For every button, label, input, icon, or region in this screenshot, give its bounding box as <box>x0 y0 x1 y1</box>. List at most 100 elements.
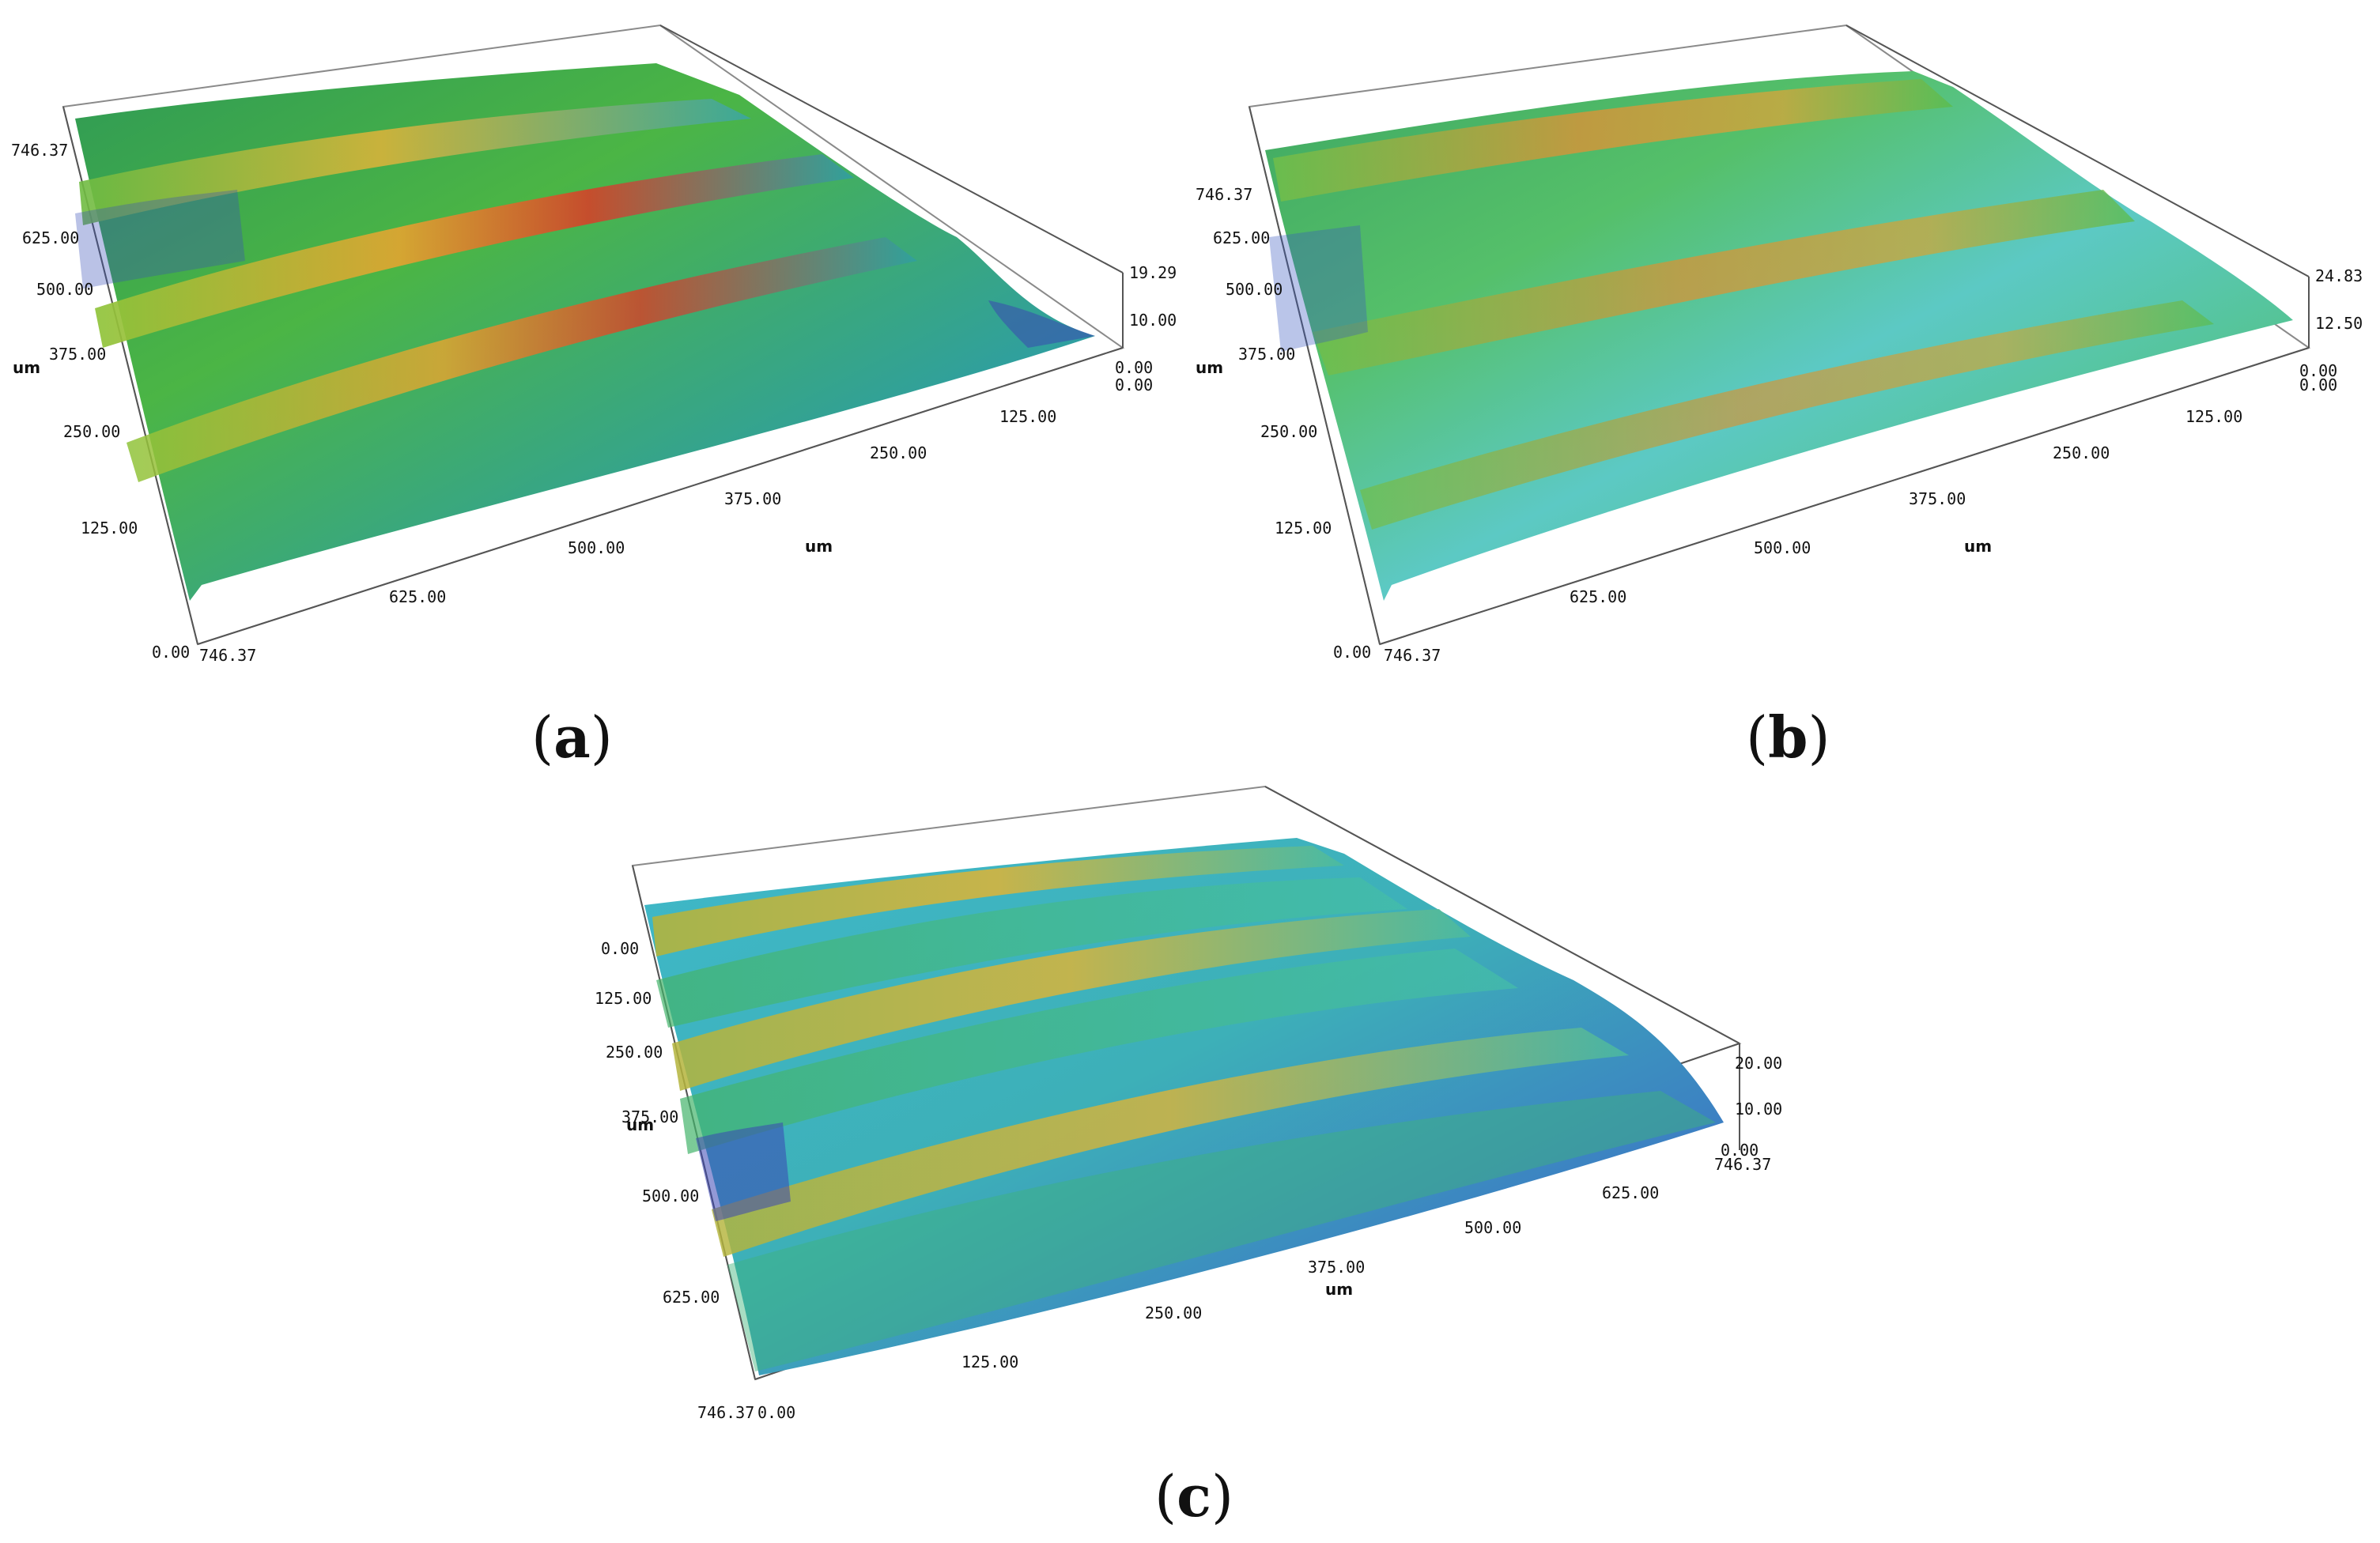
panel-a-y-tick-5: 125.00 <box>81 519 138 538</box>
panel-a: 746.37 625.00 500.00 375.00 250.00 125.0… <box>11 24 1177 771</box>
panel-a-caption-close: ) <box>591 704 613 771</box>
panel-a-ridge-1 <box>79 99 751 225</box>
panel-b-x-tick-4: 250.00 <box>2053 443 2110 462</box>
panel-a-ridge-2 <box>95 154 854 348</box>
panel-a-x-tick-4: 250.00 <box>870 443 927 462</box>
panel-b-caption-open: ( <box>1746 704 1768 771</box>
panel-c-y-unit: um <box>626 1115 654 1134</box>
panel-a-y-ticks: 746.37 625.00 500.00 375.00 250.00 125.0… <box>11 141 190 662</box>
panel-c-x-ticks: 0.00 125.00 250.00 375.00 500.00 625.00 … <box>757 1155 1771 1422</box>
panel-b-y-tick-2: 500.00 <box>1226 280 1283 299</box>
panel-b-back-edge <box>1845 25 2310 277</box>
panel-c-x-tick-6: 746.37 <box>1714 1155 1771 1174</box>
panel-b-y-tick-3: 375.00 <box>1238 345 1295 364</box>
panel-b-x-tick-3: 375.00 <box>1909 489 1966 508</box>
panel-a-back-edge <box>659 25 1124 274</box>
panel-b-z-tick-2: 0.00 <box>2299 361 2337 380</box>
panel-c-z-tick-1: 10.00 <box>1735 1100 1782 1119</box>
panel-a-caption-open: ( <box>531 704 553 771</box>
panel-a-x-tick-3: 375.00 <box>724 489 781 508</box>
panel-c-x-unit: um <box>1325 1280 1353 1299</box>
panel-a-y-unit: um <box>13 358 40 377</box>
panel-c-y-ticks: 0.00 125.00 250.00 375.00 500.00 625.00 … <box>595 939 754 1422</box>
panel-a-x-tick-5: 125.00 <box>999 407 1056 426</box>
panel-a-y-tick-1: 625.00 <box>22 228 79 247</box>
panel-b-front-edge <box>1379 347 2310 645</box>
panel-a-caption-letter: a <box>553 704 591 771</box>
panel-c-y-tick-5: 625.00 <box>663 1288 720 1307</box>
panel-b-y-tick-5: 125.00 <box>1275 519 1332 538</box>
panel-c-ridge-3 <box>712 1028 1629 1257</box>
panel-c-x-tick-1: 125.00 <box>961 1352 1018 1371</box>
panel-c-caption-letter: c <box>1177 1462 1211 1530</box>
panel-a-caption: (a) <box>531 704 613 771</box>
panel-b-y-ticks: 746.37 625.00 500.00 375.00 250.00 125.0… <box>1196 185 1371 662</box>
panel-c-y-tick-2: 250.00 <box>606 1043 663 1062</box>
panel-c-ridge-2 <box>672 909 1471 1091</box>
panel-b-x-tick-6: 0.00 <box>2299 375 2337 394</box>
panel-a-z-ticks: 19.29 10.00 0.00 <box>1115 263 1177 377</box>
panel-b-band-blue <box>1269 225 1368 352</box>
panel-c-caption: (c) <box>1154 1462 1233 1530</box>
panel-c-x-tick-5: 625.00 <box>1602 1183 1659 1202</box>
panel-c-z-tick-0: 20.00 <box>1735 1054 1782 1073</box>
panel-b-x-tick-5: 125.00 <box>2185 407 2242 426</box>
panel-a-x-tick-1: 625.00 <box>389 587 446 606</box>
panel-c-x-tick-0: 0.00 <box>757 1403 795 1422</box>
panel-a-y-tick-4: 250.00 <box>63 422 120 441</box>
panel-c-y-tick-3: 375.00 <box>621 1107 678 1126</box>
panel-c-x-tick-2: 250.00 <box>1145 1303 1202 1322</box>
panel-a-front-edge <box>197 347 1124 645</box>
panel-b-ridge-1 <box>1273 79 1953 202</box>
panel-a-x-tick-6: 0.00 <box>1115 375 1153 394</box>
panel-c-z-tick-2: 0.00 <box>1721 1141 1759 1160</box>
panel-b-x-ticks: 746.37 625.00 500.00 375.00 250.00 125.0… <box>1384 375 2337 665</box>
panel-b: 746.37 625.00 500.00 375.00 250.00 125.0… <box>1196 24 2363 771</box>
panel-a-y-tick-2: 500.00 <box>36 280 93 299</box>
panel-a-x-tick-0: 746.37 <box>199 646 256 665</box>
panel-c-caption-close: ) <box>1211 1463 1233 1530</box>
panel-b-z-ticks: 24.83 12.50 0.00 <box>2299 266 2363 380</box>
panel-b-z-tick-1: 12.50 <box>2315 314 2363 333</box>
panel-b-y-tick-6: 0.00 <box>1333 643 1371 662</box>
panel-c-caption-open: ( <box>1154 1463 1177 1530</box>
panel-b-caption-close: ) <box>1808 704 1830 771</box>
panel-a-z-tick-0: 19.29 <box>1129 263 1177 282</box>
panel-c-green-band-2 <box>680 949 1518 1154</box>
panel-c-x-tick-3: 375.00 <box>1308 1258 1365 1277</box>
panel-b-ridge-2 <box>1313 190 2135 375</box>
panel-a-z-tick-1: 10.00 <box>1129 311 1177 330</box>
panel-c: 0.00 125.00 250.00 375.00 500.00 625.00 … <box>595 785 1782 1530</box>
panel-c-back-edge <box>1264 786 1740 1044</box>
panel-a-x-tick-2: 500.00 <box>568 538 625 557</box>
panel-b-ridge-3 <box>1360 300 2214 530</box>
panel-c-ridge-1 <box>652 846 1344 956</box>
panel-c-z-ticks: 20.00 10.00 0.00 <box>1721 1054 1782 1160</box>
panel-b-y-tick-4: 250.00 <box>1260 422 1317 441</box>
panel-b-x-tick-1: 625.00 <box>1570 587 1626 606</box>
panel-a-x-unit: um <box>805 537 833 556</box>
panel-b-caption: (b) <box>1746 704 1830 771</box>
panel-a-band-blue <box>75 190 245 289</box>
panel-b-caption-letter: b <box>1768 704 1808 771</box>
panel-b-y-unit: um <box>1196 358 1223 377</box>
panel-b-z-tick-0: 24.83 <box>2315 266 2363 285</box>
panel-b-y-tick-1: 625.00 <box>1213 228 1270 247</box>
panel-c-y-tick-1: 125.00 <box>595 989 652 1008</box>
panel-a-y-tick-3: 375.00 <box>49 345 106 364</box>
panel-c-y-tick-4: 500.00 <box>642 1186 699 1205</box>
panel-c-x-tick-4: 500.00 <box>1464 1218 1521 1237</box>
panel-b-x-tick-0: 746.37 <box>1384 646 1441 665</box>
panel-a-x-ticks: 746.37 625.00 500.00 375.00 250.00 125.0… <box>199 375 1153 665</box>
panel-c-y-tick-6: 746.37 <box>697 1403 754 1422</box>
panel-a-band-blue-right <box>988 300 1095 348</box>
panel-c-y-tick-0: 0.00 <box>601 939 639 958</box>
panel-b-x-unit: um <box>1964 537 1992 556</box>
panel-a-ridge-3 <box>127 237 917 482</box>
panel-c-blue-patch <box>696 1122 791 1221</box>
panel-c-green-front <box>727 1091 1716 1371</box>
panel-b-left-edge <box>1249 106 1381 645</box>
panel-c-green-band-1 <box>656 877 1407 1028</box>
